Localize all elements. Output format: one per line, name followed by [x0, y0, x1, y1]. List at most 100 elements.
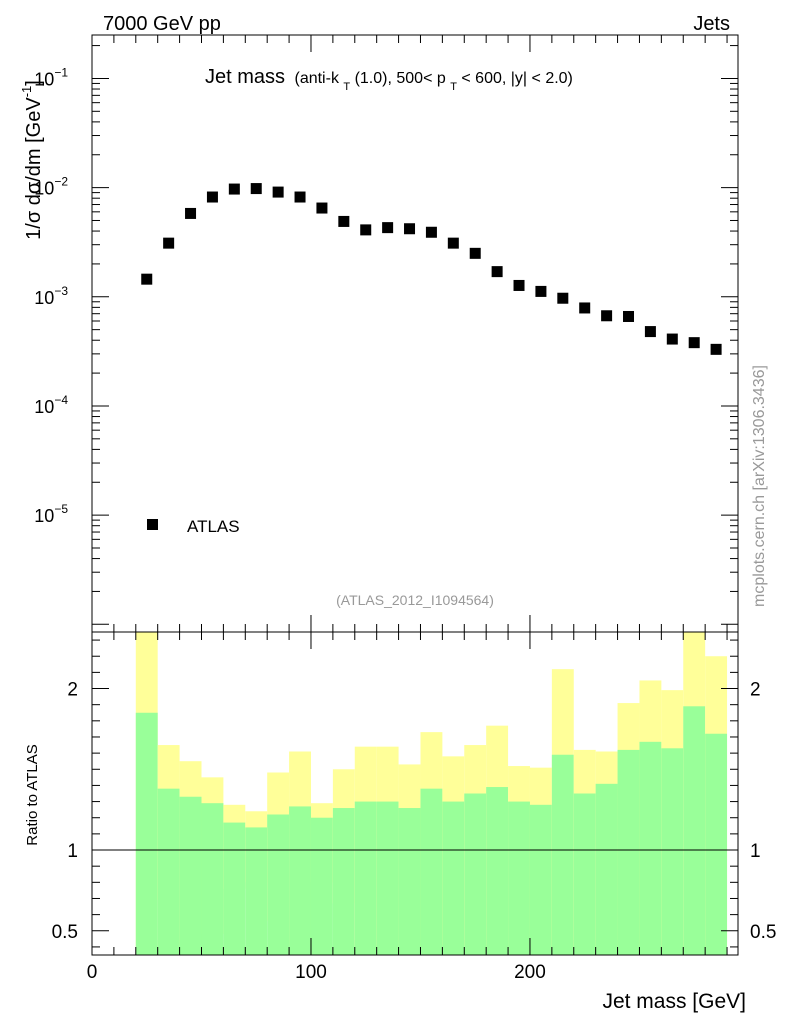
data-markers — [141, 183, 722, 355]
y-tick-label-1e-3-mantissa: 10 — [34, 288, 54, 308]
inner-band-bin-upper — [573, 793, 596, 851]
inner-band-bin-upper — [639, 741, 662, 851]
x-tick-label-0: 0 — [87, 962, 98, 983]
inner-band-bin-upper — [354, 801, 377, 851]
ratio-y-tick-0.5: 0.5 — [52, 922, 78, 943]
inner-band-bin-upper — [551, 754, 574, 851]
ratio-y-tick-labels-right: 0.5 1 2 — [750, 680, 776, 943]
inner-band-bin-upper — [486, 787, 509, 851]
main-y-axis-label-sup: -1 — [19, 86, 34, 98]
x-tick-label-100: 100 — [295, 962, 327, 983]
ratio-y-tick-2: 2 — [67, 680, 78, 701]
inner-band-bin-lower — [442, 850, 465, 955]
inner-band-bin-lower — [508, 850, 530, 955]
inner-band-bin-lower — [135, 850, 158, 955]
data-point — [206, 191, 218, 203]
y-tick-label-1e-3-exp: −3 — [54, 284, 68, 298]
data-point — [425, 226, 437, 238]
inner-band-bin-lower — [420, 850, 443, 955]
inner-band-bin-lower — [179, 850, 202, 955]
plot-title-main: Jet mass — [205, 66, 285, 88]
y-tick-label-1e-5-mantissa: 10 — [34, 506, 54, 526]
inner-band-bin-lower — [705, 850, 728, 955]
y-tick-label-1e-1: 10−1 — [34, 65, 68, 89]
ratio-y-tick-labels-left: 0.5 1 2 — [52, 680, 78, 943]
inner-band-bin-lower — [529, 850, 552, 955]
inner-band-bin-upper — [157, 788, 180, 851]
y-tick-label-1e-4-exp: −4 — [54, 393, 68, 407]
data-point — [469, 247, 481, 259]
plot-title-sub-t2: T — [450, 81, 457, 93]
y-tick-label-1e-3: 10−3 — [34, 284, 68, 308]
ratio-plot-panel: Ratio to ATLAS 0.5 1 2 0.5 1 2 0 100 200… — [24, 631, 776, 1013]
ratio-y-tick-right-1: 1 — [750, 841, 761, 862]
inner-band-bin-upper — [683, 706, 706, 851]
main-plot-panel: Jet mass (anti-k T (1.0), 500< p T < 600… — [19, 34, 739, 633]
data-point — [250, 183, 262, 195]
ratio-y-tick-right-2: 2 — [750, 680, 761, 701]
inner-band-bin-upper — [595, 783, 618, 851]
inner-band-bin-upper — [464, 793, 487, 851]
inner-band-bin-upper — [179, 796, 202, 851]
x-tick-label-200: 200 — [514, 962, 546, 983]
header-left: 7000 GeV pp — [103, 13, 221, 35]
data-point — [447, 237, 459, 249]
plot-title-detail-b: (1.0), 500< p — [355, 70, 446, 87]
y-tick-label-1e-2: 10−2 — [34, 175, 68, 199]
data-point — [141, 273, 153, 285]
inner-band-bin-lower — [639, 850, 662, 955]
inner-band-bin-lower — [486, 850, 509, 955]
y-tick-label-1e-2-exp: −2 — [54, 175, 68, 189]
ratio-frame — [91, 631, 739, 956]
y-tick-label-1e-1-exp: −1 — [54, 65, 68, 79]
data-point — [294, 191, 306, 203]
inner-band-bin-lower — [661, 850, 684, 955]
inner-band-bin-upper — [420, 788, 443, 851]
inner-band-bin-upper — [529, 804, 552, 851]
inner-band-bin-upper — [332, 808, 355, 851]
x-tick-labels: 0 100 200 — [87, 962, 546, 983]
data-point — [272, 186, 284, 198]
data-point — [688, 337, 700, 349]
plot-title-detail-a: (anti-k — [294, 70, 339, 87]
inner-band-bin-lower — [354, 850, 377, 955]
ratio-y-tick-right-0.5: 0.5 — [750, 922, 776, 943]
inner-band-bin-lower — [683, 850, 706, 955]
inner-band-bin-upper — [267, 814, 290, 851]
ratio-y-axis-label: Ratio to ATLAS — [24, 744, 41, 845]
inner-band-bin-upper — [617, 749, 640, 851]
main-y-axis-label: 1/σ dσ/dm [GeV-1] — [19, 80, 45, 240]
data-point — [579, 302, 591, 314]
data-point — [666, 333, 678, 345]
ratio-y-tick-1: 1 — [67, 841, 78, 862]
main-y-tick-labels: 10−1 10−2 10−3 10−4 10−5 — [34, 65, 68, 526]
plot-title-sub-t1: T — [343, 81, 350, 93]
inner-band-bin-lower — [595, 850, 618, 955]
inner-band-bin-upper — [376, 801, 399, 851]
data-point — [644, 326, 656, 338]
inner-band-bin-lower — [617, 850, 640, 955]
inner-band-bin-upper — [289, 806, 311, 851]
y-tick-label-1e-4-mantissa: 10 — [34, 397, 54, 417]
ratio-axis-ticks — [91, 632, 738, 955]
inner-band-bin-lower — [245, 850, 268, 955]
inner-band-bin-lower — [573, 850, 596, 955]
data-point — [623, 310, 635, 322]
inner-band-bin-lower — [376, 850, 399, 955]
data-point — [316, 202, 328, 214]
inner-band-bin-upper — [508, 801, 530, 851]
inner-band-bin-upper — [201, 803, 224, 851]
data-point — [513, 279, 525, 291]
inner-band-bin-upper — [442, 801, 465, 851]
data-point — [360, 224, 372, 236]
inner-band-bin-lower — [201, 850, 224, 955]
inner-band-bin-lower — [310, 850, 333, 955]
data-point — [601, 310, 613, 322]
inner-band-bin-lower — [223, 850, 246, 955]
analysis-id-watermark: (ATLAS_2012_I1094564) — [336, 592, 494, 608]
side-label: mcplots.cern.ch [arXiv:1306.3436] — [751, 365, 768, 607]
data-point — [163, 237, 175, 249]
main-axis-ticks — [91, 35, 738, 632]
data-point — [382, 222, 394, 234]
